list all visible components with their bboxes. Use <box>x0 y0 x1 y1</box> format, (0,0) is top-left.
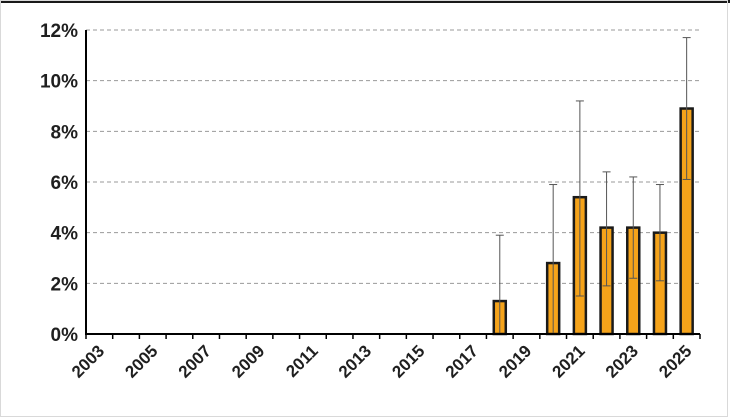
y-tick-label: 6% <box>51 173 79 194</box>
x-tick-label: 2005 <box>121 341 161 381</box>
x-tick-label: 2007 <box>175 341 215 381</box>
x-tick-label: 2011 <box>282 341 322 381</box>
x-tick-label: 2025 <box>655 341 695 381</box>
y-tick-label: 10% <box>40 72 78 93</box>
x-tick-label: 2019 <box>495 341 535 381</box>
x-tick-label: 2013 <box>335 341 375 381</box>
x-tick-label: 2015 <box>388 341 428 381</box>
top-border-line <box>0 0 730 3</box>
x-tick-label: 2009 <box>228 341 268 381</box>
y-tick-label: 12% <box>40 21 78 42</box>
y-tick-labels: 0% 2% 4% 6% 8% 10% 12% <box>40 21 78 346</box>
x-tick-label: 2023 <box>602 341 642 381</box>
y-tick-label: 0% <box>51 325 79 346</box>
x-tick-label: 2021 <box>549 341 589 381</box>
bars <box>492 107 694 336</box>
x-tick-labels: 2003 2005 2007 2009 2011 2013 2015 2017 2019 2021… <box>68 341 695 381</box>
gridlines <box>86 29 700 284</box>
y-tick-label: 8% <box>51 122 79 143</box>
x-tick-label: 2003 <box>68 341 108 381</box>
x-tick-label: 2017 <box>442 341 482 381</box>
y-tick-label: 4% <box>51 224 79 245</box>
axes <box>85 30 701 339</box>
error-bars <box>495 37 691 334</box>
y-tick-label: 2% <box>51 274 79 295</box>
